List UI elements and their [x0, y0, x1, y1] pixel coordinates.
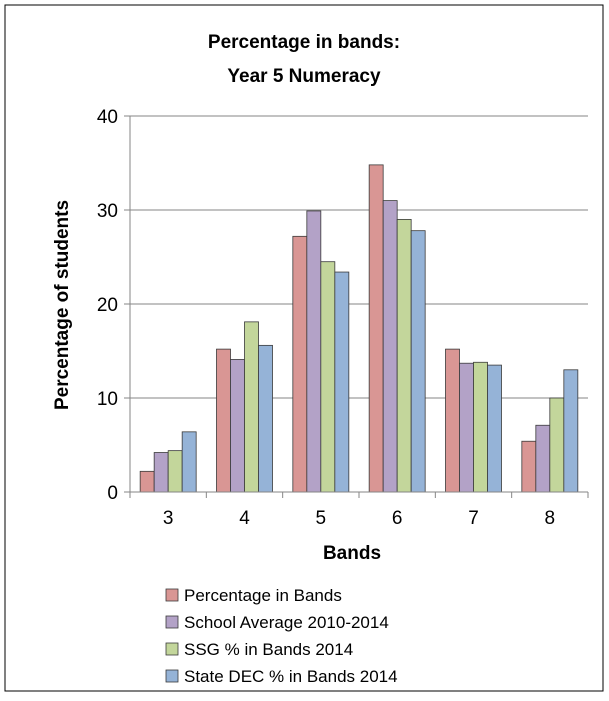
y-tick-label-2: 20 [97, 295, 118, 316]
bar-1-3 [139, 470, 155, 493]
x-tick-label-8: 8 [545, 508, 556, 529]
x-tick-label-4: 4 [239, 508, 250, 529]
bar-3-8 [549, 397, 565, 493]
bar-3-4 [244, 321, 259, 493]
bar-1-6 [368, 164, 384, 493]
bar-3-6 [396, 218, 412, 493]
bar-3-3 [167, 450, 183, 493]
legend-label-2: School Average 2010-2014 [184, 613, 389, 632]
legend-label-4: State DEC % in Bands 2014 [184, 667, 398, 686]
bar-1-5 [292, 235, 308, 493]
legend-swatch-3 [165, 642, 179, 656]
bar-2-3 [153, 452, 169, 493]
x-axis-label: Bands [323, 543, 381, 564]
bar-4-3 [181, 431, 197, 493]
bar-2-6 [382, 200, 398, 493]
legend-swatch-2 [165, 615, 179, 629]
x-tick-label-5: 5 [316, 508, 327, 529]
bar-2-4 [230, 359, 245, 493]
bar-4-5 [334, 271, 350, 493]
bar-1-8 [521, 440, 537, 493]
bar-2-8 [535, 424, 551, 493]
x-tick-label-3: 3 [163, 508, 174, 529]
bar-3-5 [320, 261, 336, 493]
legend-swatch-4 [165, 669, 179, 683]
plot-area: 0 10 20 30 40 3 4 5 6 7 8 [97, 107, 589, 529]
legend: Percentage in Bands School Average 2010-2… [165, 586, 398, 686]
bar-4-7 [487, 364, 502, 493]
x-tick-label-6: 6 [392, 508, 403, 529]
y-tick-label-3: 30 [97, 201, 118, 222]
bar-4-4 [258, 344, 273, 493]
bar-4-8 [563, 369, 579, 493]
bar-2-5 [306, 210, 322, 493]
bar-1-4 [216, 348, 231, 493]
bar-1-7 [445, 348, 460, 493]
x-tick-label-7: 7 [468, 508, 479, 529]
legend-label-3: SSG % in Bands 2014 [184, 640, 353, 659]
legend-swatch-1 [165, 588, 179, 602]
chart-title-line-1: Percentage in bands: [208, 32, 400, 53]
y-tick-label-1: 10 [97, 389, 118, 410]
chart-title-line-2: Year 5 Numeracy [227, 66, 381, 87]
y-tick-label-4: 40 [97, 107, 118, 128]
y-tick-label-0: 0 [107, 483, 118, 504]
bar-2-7 [459, 362, 474, 493]
bar-3-7 [473, 361, 488, 493]
legend-label-1: Percentage in Bands [184, 586, 342, 605]
y-axis-label: Percentage of students [52, 200, 73, 410]
bar-4-6 [410, 230, 426, 493]
